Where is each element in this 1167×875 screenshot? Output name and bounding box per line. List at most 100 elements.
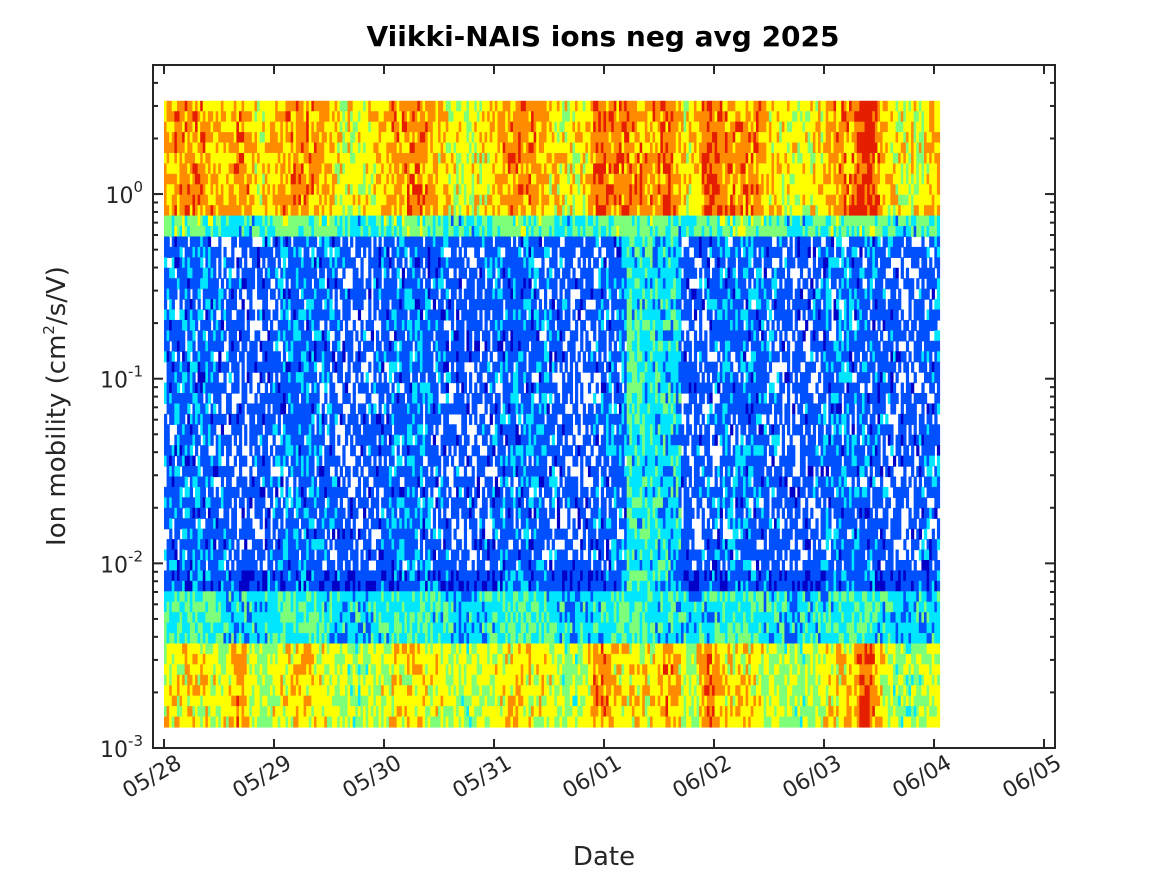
heatmap-cell <box>179 288 183 300</box>
heatmap-cell <box>174 434 178 446</box>
heatmap-cell <box>269 372 274 384</box>
heatmap-cell <box>197 528 201 540</box>
heatmap-cell <box>197 601 201 613</box>
heatmap-cell <box>200 121 204 133</box>
heatmap-cell <box>171 330 175 342</box>
heatmap-cell <box>264 142 268 154</box>
heatmap-cell <box>241 319 245 331</box>
heatmap-cell <box>169 278 173 290</box>
heatmap-cell <box>275 580 279 592</box>
heatmap-cell <box>179 299 183 311</box>
heatmap-cell <box>275 403 279 415</box>
heatmap-cell <box>176 507 181 519</box>
heatmap-cell <box>202 539 206 551</box>
heatmap-cell <box>324 413 328 425</box>
heatmap-cell <box>215 132 219 144</box>
heatmap-cell <box>202 361 206 373</box>
heatmap-cell <box>249 643 253 655</box>
heatmap-cell <box>288 163 292 175</box>
heatmap-cell <box>169 246 173 258</box>
heatmap-cell <box>205 121 209 133</box>
heatmap-cell <box>285 215 289 227</box>
heatmap-cell <box>290 278 294 290</box>
heatmap-cell <box>295 257 300 269</box>
heatmap-cell <box>197 278 201 290</box>
heatmap-cell <box>262 403 266 415</box>
heatmap-cell <box>241 142 245 154</box>
heatmap-cell <box>295 518 300 530</box>
heatmap-cell <box>213 674 217 686</box>
heatmap-cell <box>280 173 284 185</box>
heatmap-cell <box>249 633 253 645</box>
heatmap-cell <box>238 643 243 655</box>
heatmap-cell <box>334 288 338 300</box>
heatmap-cell <box>363 445 367 457</box>
heatmap-cell <box>179 215 183 227</box>
heatmap-cell <box>282 309 287 321</box>
heatmap-cell <box>192 580 196 592</box>
heatmap-cell <box>244 643 248 655</box>
heatmap-cell <box>228 226 232 238</box>
heatmap-cell <box>259 132 263 144</box>
heatmap-cell <box>187 382 191 394</box>
heatmap-cell <box>182 194 186 206</box>
heatmap-cell <box>220 434 225 446</box>
heatmap-cell <box>241 653 245 665</box>
heatmap-cell <box>207 372 212 384</box>
heatmap-cell <box>213 559 217 572</box>
heatmap-cell <box>241 664 245 676</box>
heatmap-cell <box>355 330 359 342</box>
heatmap-cell <box>298 184 302 196</box>
heatmap-cell <box>259 570 263 582</box>
heatmap-cell <box>169 612 173 624</box>
heatmap-cell <box>352 528 356 540</box>
heatmap-cell <box>295 424 300 436</box>
heatmap-cell <box>202 403 206 415</box>
heatmap-cell <box>342 413 346 425</box>
heatmap-cell <box>332 434 336 446</box>
heatmap-cell <box>223 674 227 686</box>
heatmap-cell <box>288 706 292 718</box>
heatmap-cell <box>218 257 222 269</box>
heatmap-cell <box>215 664 219 676</box>
heatmap-cell <box>202 163 206 175</box>
heatmap-cell <box>197 539 201 551</box>
heatmap-cell <box>275 455 279 467</box>
heatmap-cell <box>200 413 204 425</box>
heatmap-cell <box>295 486 300 498</box>
heatmap-cell <box>285 278 289 290</box>
heatmap-cell <box>189 382 194 394</box>
heatmap-cell <box>210 413 214 425</box>
heatmap-cell <box>215 246 219 258</box>
heatmap-cell <box>264 424 268 436</box>
heatmap-cell <box>269 716 274 728</box>
heatmap-cell <box>277 152 281 165</box>
heatmap-cell <box>368 393 372 405</box>
heatmap-cell <box>360 372 364 384</box>
heatmap-cell <box>381 413 385 425</box>
heatmap-cell <box>187 674 191 686</box>
heatmap-cell <box>189 653 194 665</box>
heatmap-cell <box>213 163 217 175</box>
heatmap-cell <box>285 601 289 613</box>
heatmap-cell <box>223 246 227 258</box>
heatmap-cell <box>218 413 222 425</box>
heatmap-cell <box>179 361 183 373</box>
heatmap-cell <box>285 424 289 436</box>
heatmap-cell <box>174 633 178 645</box>
heatmap-cell <box>176 633 181 645</box>
heatmap-cell <box>213 330 217 342</box>
heatmap-cell <box>347 393 351 405</box>
heatmap-cell <box>189 215 194 227</box>
heatmap-cell <box>189 455 194 467</box>
heatmap-cell <box>176 142 181 154</box>
heatmap-cell <box>259 612 263 624</box>
heatmap-cell <box>285 716 289 728</box>
heatmap-cell <box>182 528 186 540</box>
heatmap-cell <box>378 340 382 352</box>
heatmap-cell <box>169 559 173 572</box>
heatmap-cell <box>326 549 331 561</box>
heatmap-cell <box>179 664 183 676</box>
heatmap-cell <box>241 633 245 645</box>
heatmap-cell <box>192 528 196 540</box>
